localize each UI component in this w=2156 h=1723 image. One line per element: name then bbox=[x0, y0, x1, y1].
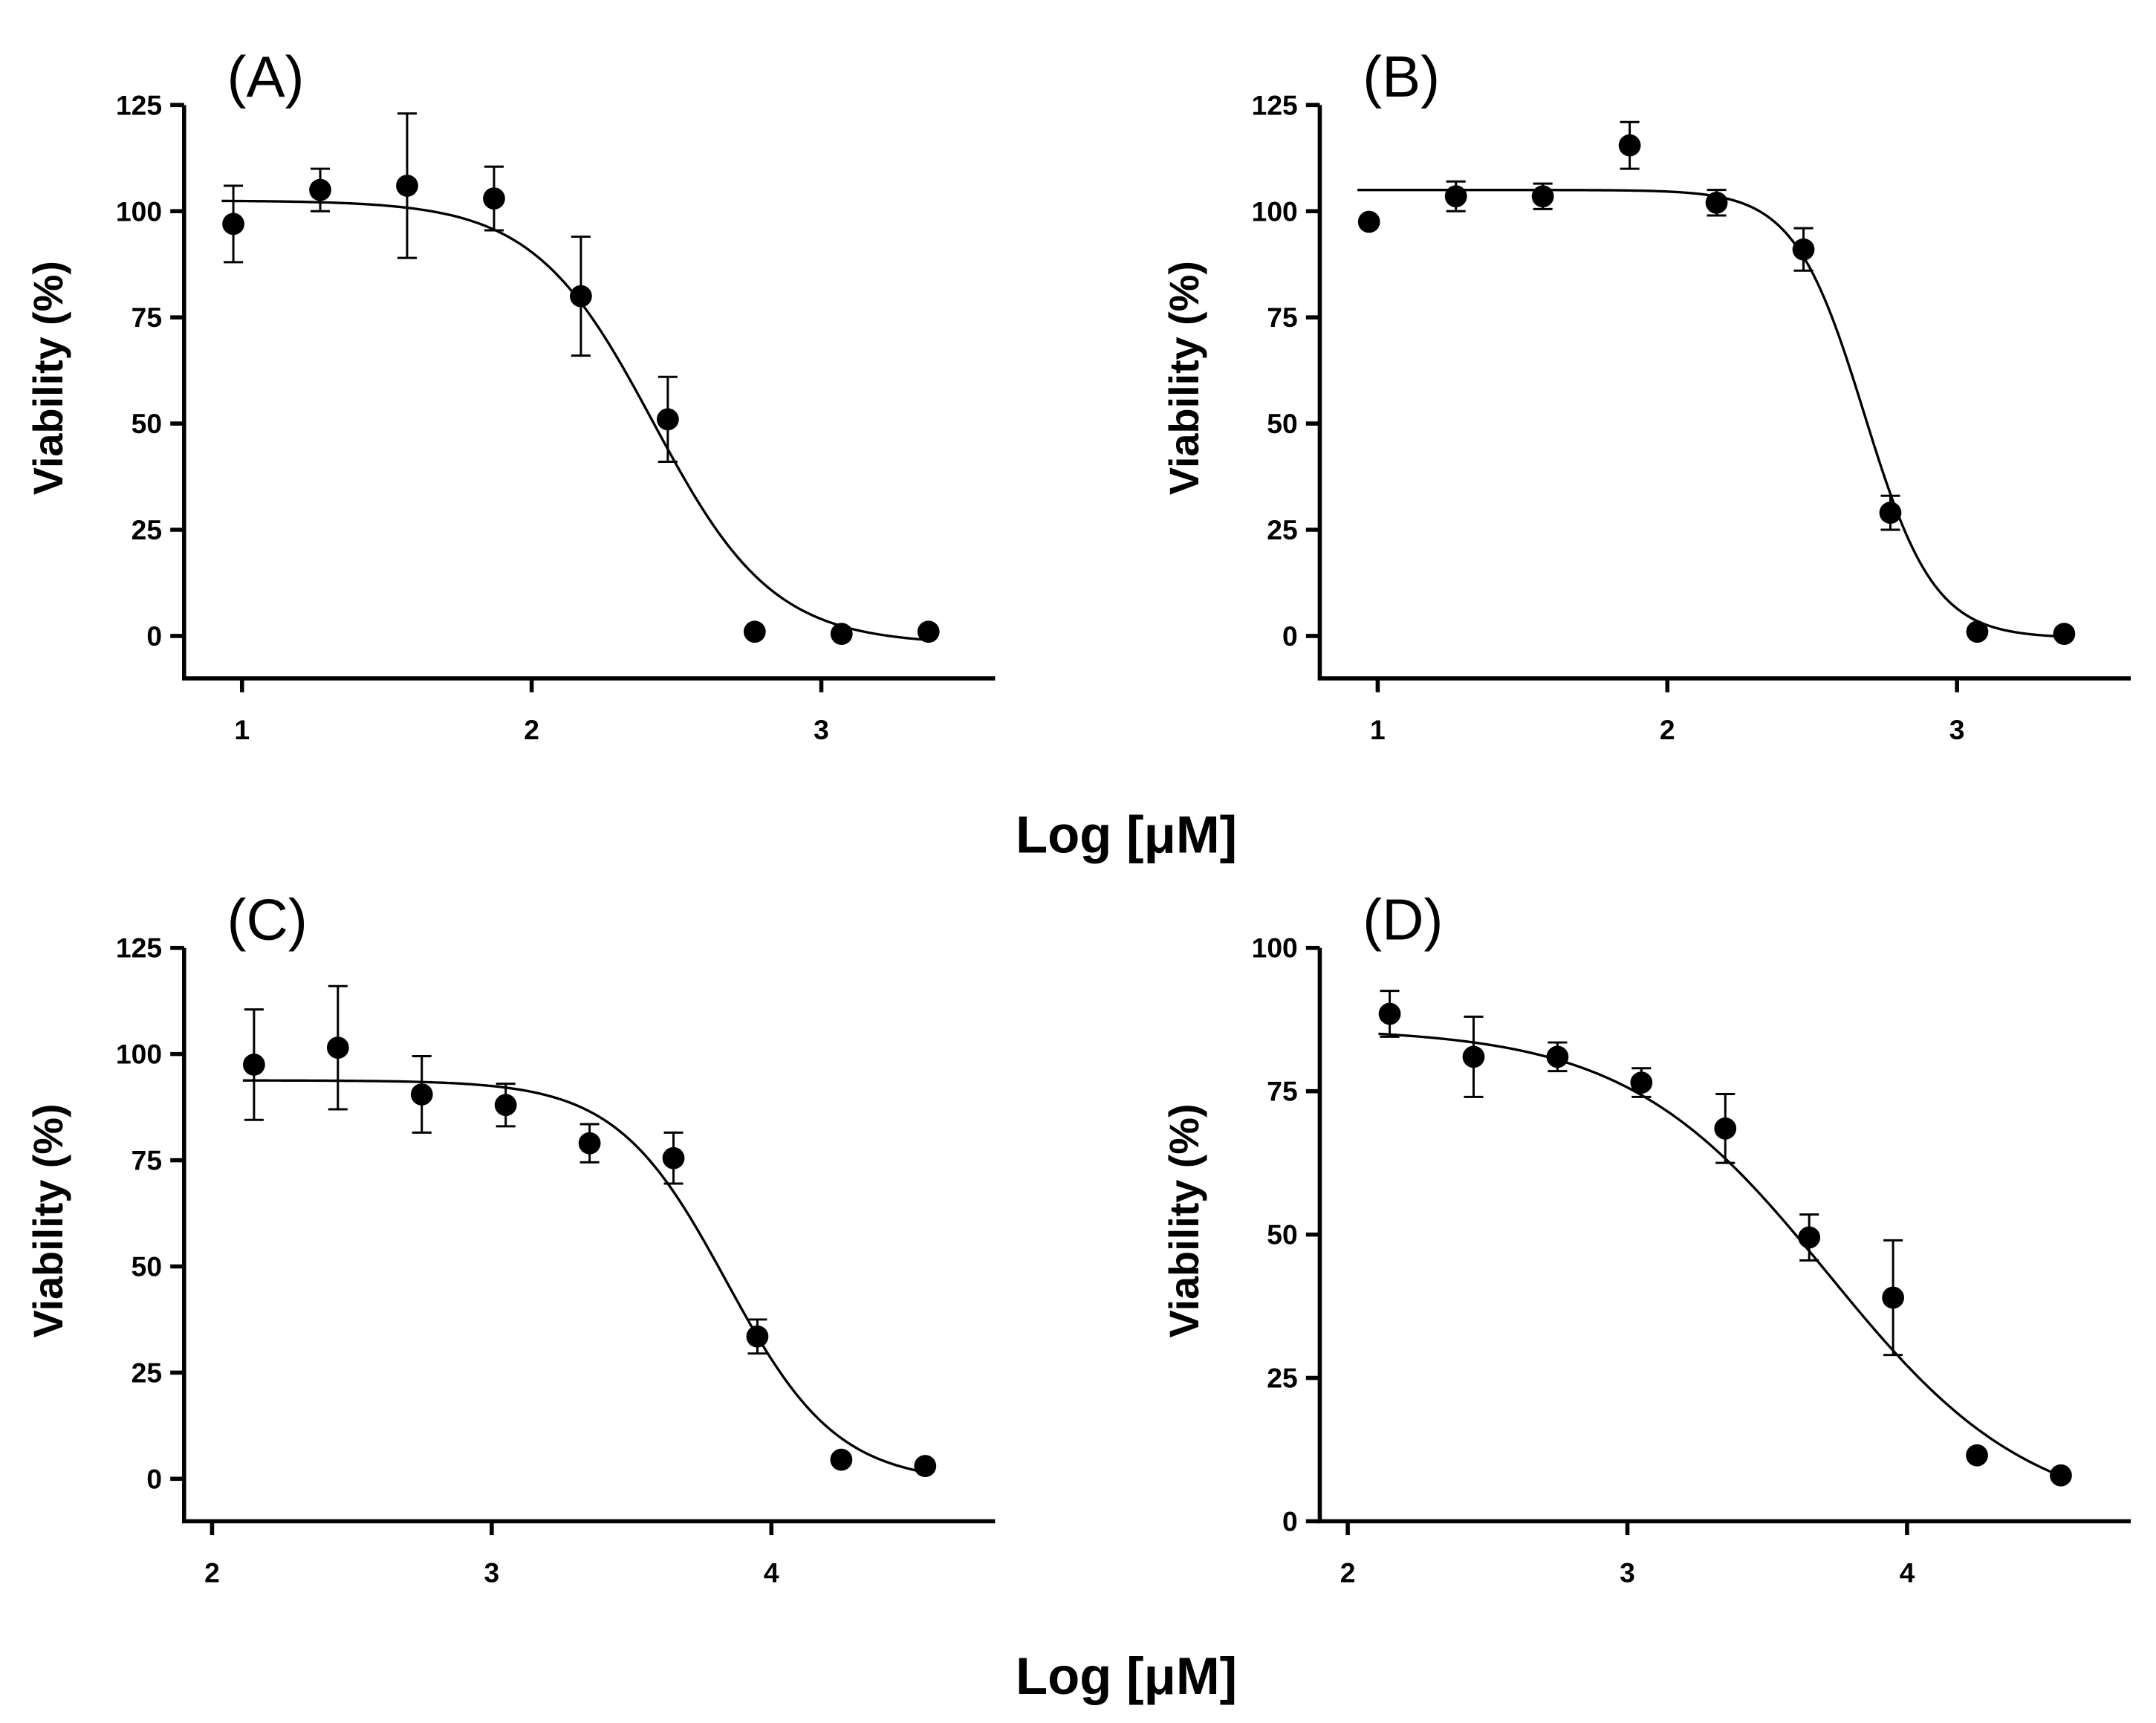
y-tick-label: 125 bbox=[116, 89, 162, 120]
data-point bbox=[396, 175, 418, 197]
y-tick-label: 75 bbox=[131, 302, 162, 333]
data-point bbox=[1705, 191, 1728, 214]
x-tick-label: 2 bbox=[1660, 714, 1675, 745]
data-point bbox=[743, 620, 766, 643]
data-point bbox=[662, 1146, 685, 1169]
data-point bbox=[243, 1054, 265, 1076]
panel-a: 0 25 50 75 100 125 1 2 3 Viability (%) (A) bbox=[25, 44, 996, 745]
y-tick-label: 100 bbox=[116, 195, 162, 227]
x-tick-label: 2 bbox=[204, 1557, 220, 1588]
data-point bbox=[1966, 1444, 1988, 1467]
y-tick-label: 75 bbox=[1267, 1076, 1297, 1107]
y-tick-label: 25 bbox=[1267, 514, 1297, 545]
panel-label: (D) bbox=[1363, 887, 1443, 953]
y-tick-label: 50 bbox=[1267, 1219, 1297, 1250]
panel-label: (B) bbox=[1363, 44, 1440, 109]
data-point bbox=[1966, 620, 1989, 643]
x-tick-label: 1 bbox=[234, 714, 250, 745]
data-point bbox=[1714, 1117, 1737, 1140]
x-tick-label: 2 bbox=[524, 714, 539, 745]
y-axis-label: Viability (%) bbox=[25, 1103, 71, 1337]
y-tick-label: 25 bbox=[131, 1357, 162, 1388]
data-point bbox=[1444, 185, 1467, 208]
y-tick-label: 0 bbox=[1282, 1506, 1298, 1537]
x-tick-label: 1 bbox=[1370, 714, 1386, 745]
data-point bbox=[1546, 1045, 1569, 1068]
data-point bbox=[2053, 623, 2076, 645]
y-axis-label: Viability (%) bbox=[1161, 1103, 1207, 1337]
x-tick-label: 3 bbox=[484, 1557, 500, 1588]
panel-c: 0 25 50 75 100 125 2 3 4 Viability (%) (C) bbox=[25, 887, 996, 1588]
x-tick-label: 3 bbox=[1620, 1557, 1635, 1588]
fit-curve bbox=[1357, 188, 2071, 638]
data-point bbox=[483, 187, 505, 210]
data-point bbox=[656, 408, 679, 431]
fit-curve bbox=[242, 1079, 932, 1475]
y-tick-label: 0 bbox=[146, 620, 162, 652]
shared-x-axis-label-top: Log [μM] bbox=[1016, 805, 1237, 863]
y-tick-label: 75 bbox=[131, 1145, 162, 1176]
data-point bbox=[1531, 185, 1554, 208]
y-tick-label: 50 bbox=[1267, 408, 1297, 439]
fit-curve bbox=[1378, 1032, 2068, 1480]
y-tick-label: 75 bbox=[1267, 302, 1297, 333]
shared-x-axis-label-bottom: Log [μM] bbox=[1016, 1646, 1237, 1705]
x-tick-label: 3 bbox=[1949, 714, 1965, 745]
y-tick-label: 50 bbox=[131, 408, 162, 439]
x-tick-label: 2 bbox=[1340, 1557, 1356, 1588]
y-tick-label: 100 bbox=[116, 1039, 162, 1070]
data-point bbox=[1462, 1045, 1485, 1068]
data-point bbox=[1618, 134, 1641, 157]
panel-label: (C) bbox=[227, 887, 307, 953]
y-tick-label: 100 bbox=[1252, 195, 1298, 227]
y-tick-label: 125 bbox=[1252, 89, 1298, 120]
data-point bbox=[1882, 1286, 1904, 1309]
data-point bbox=[2050, 1464, 2072, 1487]
y-axis-label: Viability (%) bbox=[1161, 261, 1207, 495]
data-point bbox=[309, 178, 331, 201]
data-point bbox=[1879, 502, 1902, 525]
y-tick-label: 25 bbox=[131, 514, 162, 545]
panel-d: 0 25 50 75 100 2 3 4 Viability (%) (D) bbox=[1161, 887, 2131, 1588]
y-tick-label: 100 bbox=[1252, 932, 1298, 964]
data-point bbox=[830, 1448, 853, 1471]
y-tick-label: 50 bbox=[131, 1251, 162, 1282]
data-point bbox=[410, 1083, 433, 1106]
data-point bbox=[570, 285, 592, 308]
fit-curve bbox=[221, 199, 935, 642]
data-point bbox=[1792, 238, 1815, 261]
data-point bbox=[746, 1325, 769, 1348]
y-tick-label: 0 bbox=[1282, 620, 1298, 652]
panel-b: 0 25 50 75 100 125 1 2 3 Viability (%) (B) bbox=[1161, 44, 2131, 745]
data-point bbox=[914, 1455, 937, 1478]
x-tick-label: 4 bbox=[764, 1557, 779, 1588]
data-point bbox=[1357, 210, 1380, 233]
y-tick-label: 0 bbox=[146, 1463, 162, 1494]
data-point bbox=[222, 212, 244, 236]
data-point bbox=[1798, 1226, 1821, 1249]
data-point bbox=[326, 1036, 349, 1059]
data-point bbox=[917, 620, 940, 643]
x-tick-label: 4 bbox=[1900, 1557, 1915, 1588]
data-point bbox=[1378, 1002, 1401, 1025]
data-point bbox=[830, 623, 853, 645]
y-tick-label: 25 bbox=[1267, 1363, 1297, 1394]
panel-label: (A) bbox=[227, 44, 304, 109]
data-point bbox=[494, 1094, 517, 1117]
data-point bbox=[1630, 1071, 1653, 1094]
y-tick-label: 125 bbox=[116, 932, 162, 964]
y-axis-label: Viability (%) bbox=[25, 261, 71, 495]
data-point bbox=[578, 1132, 601, 1155]
x-tick-label: 3 bbox=[814, 714, 829, 745]
